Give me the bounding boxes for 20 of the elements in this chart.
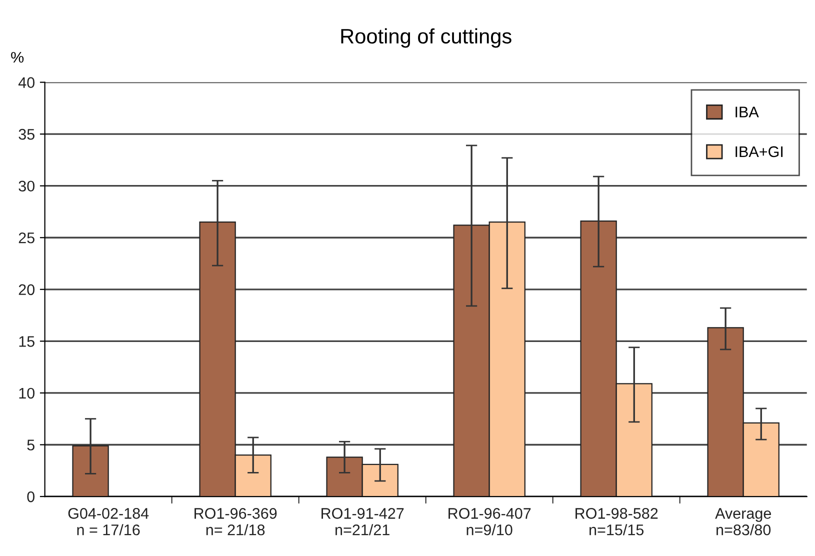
y-axis-title: % [11, 52, 24, 63]
bar [72, 445, 109, 497]
y-tick-label: 10 [19, 388, 35, 399]
y-tick-label: 0 [27, 491, 35, 502]
legend-label: IBA+GI [736, 146, 783, 158]
y-tick-label: 25 [18, 232, 34, 244]
x-tick-label: RO1-96-369 n= 21/18 [194, 508, 277, 536]
y-tick-label: 15 [19, 336, 34, 347]
y-tick-label: 5 [27, 440, 34, 450]
y-tick-label: 20 [18, 284, 35, 296]
y-tick-label: 40 [18, 77, 35, 88]
x-tick-label: RO1-91-427 n=21/21 [322, 508, 404, 536]
x-tick-label: Average n=83/80 [715, 508, 771, 536]
y-tick-label: 35 [18, 128, 34, 140]
chart-title: Rooting of cuttings [341, 28, 512, 48]
legend-label: IBA [736, 106, 759, 118]
x-tick-label: RO1-96-407 n=9/10 [448, 508, 531, 536]
x-tick-label: G04-02-184 n = 17/16 [68, 508, 149, 536]
y-tick-label: 30 [18, 180, 35, 192]
x-tick-label: RO1-98-582 n=15/15 [576, 508, 658, 536]
